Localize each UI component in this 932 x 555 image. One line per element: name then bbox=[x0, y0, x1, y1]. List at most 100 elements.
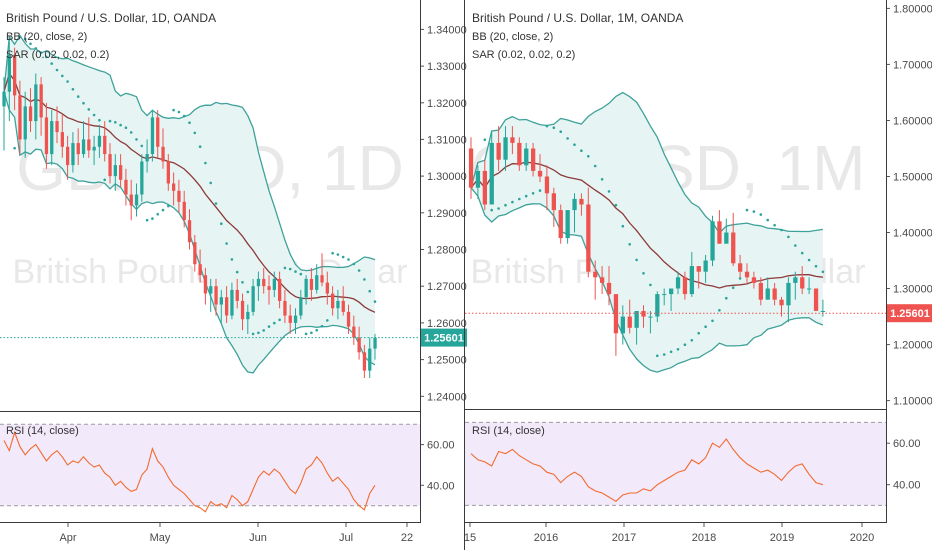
monthly-candle[interactable] bbox=[731, 212, 736, 267]
daily-candle[interactable] bbox=[325, 271, 329, 305]
monthly-rsi-label[interactable]: RSI (14, close) bbox=[472, 425, 545, 437]
daily-indicator-sar[interactable]: SAR (0.02, 0.02, 0.2) bbox=[6, 49, 109, 61]
monthly-candle[interactable] bbox=[475, 165, 481, 199]
monthly-candle[interactable] bbox=[544, 165, 550, 211]
monthly-candle[interactable] bbox=[765, 277, 770, 300]
monthly-candle[interactable] bbox=[517, 137, 522, 171]
monthly-candle[interactable] bbox=[662, 288, 667, 306]
daily-candle[interactable] bbox=[288, 304, 292, 334]
monthly-candle[interactable] bbox=[634, 311, 639, 345]
daily-candle[interactable] bbox=[177, 179, 181, 213]
daily-candle[interactable] bbox=[246, 304, 250, 334]
daily-candle[interactable] bbox=[304, 275, 308, 305]
daily-candle[interactable] bbox=[283, 289, 287, 323]
daily-candle[interactable] bbox=[320, 253, 324, 287]
daily-candle[interactable] bbox=[60, 113, 64, 158]
daily-candle[interactable] bbox=[76, 128, 80, 166]
monthly-candle[interactable] bbox=[696, 266, 701, 289]
monthly-indicator-sar[interactable]: SAR (0.02, 0.02, 0.2) bbox=[472, 49, 575, 61]
monthly-candle[interactable] bbox=[531, 142, 536, 177]
monthly-candle[interactable] bbox=[489, 131, 494, 205]
monthly-candle[interactable] bbox=[655, 291, 660, 323]
monthly-candle[interactable] bbox=[537, 154, 543, 183]
monthly-candle[interactable] bbox=[579, 193, 584, 216]
daily-candle[interactable] bbox=[198, 249, 202, 283]
daily-candle[interactable] bbox=[97, 124, 102, 158]
daily-candle[interactable] bbox=[34, 73, 38, 140]
daily-candle[interactable] bbox=[145, 139, 149, 173]
daily-candle[interactable] bbox=[108, 143, 112, 184]
monthly-candle[interactable] bbox=[572, 193, 577, 233]
daily-candle[interactable] bbox=[336, 289, 340, 320]
monthly-candle[interactable] bbox=[648, 311, 653, 334]
monthly-candle[interactable] bbox=[468, 137, 474, 199]
daily-candle[interactable] bbox=[7, 36, 11, 122]
daily-candle[interactable] bbox=[134, 183, 139, 217]
monthly-candle[interactable] bbox=[786, 277, 791, 323]
daily-candle[interactable] bbox=[341, 286, 345, 316]
monthly-candle[interactable] bbox=[710, 215, 715, 267]
daily-chart-panel[interactable]: GBPUSD, 1D British Pound / U.S. Dollar 1… bbox=[0, 11, 467, 544]
daily-candle[interactable] bbox=[225, 286, 229, 323]
daily-candle[interactable] bbox=[55, 106, 59, 144]
daily-candle[interactable] bbox=[299, 289, 303, 320]
daily-candle[interactable] bbox=[251, 278, 255, 316]
daily-candle[interactable] bbox=[219, 289, 223, 323]
monthly-indicator-bb[interactable]: BB (20, close, 2) bbox=[472, 31, 553, 43]
daily-candle[interactable] bbox=[81, 121, 86, 158]
monthly-candle[interactable] bbox=[689, 252, 694, 297]
monthly-candle[interactable] bbox=[724, 218, 729, 244]
monthly-candle[interactable] bbox=[641, 305, 646, 328]
daily-candle[interactable] bbox=[2, 77, 6, 151]
daily-candle[interactable] bbox=[13, 47, 17, 111]
daily-candle[interactable] bbox=[309, 267, 314, 301]
daily-candle[interactable] bbox=[331, 286, 335, 316]
monthly-candle[interactable] bbox=[593, 260, 598, 300]
daily-candle[interactable] bbox=[267, 275, 271, 305]
daily-candle[interactable] bbox=[357, 326, 361, 360]
monthly-candle[interactable] bbox=[807, 277, 812, 295]
daily-candle[interactable] bbox=[203, 267, 208, 305]
daily-candle[interactable] bbox=[352, 315, 356, 345]
daily-candle[interactable] bbox=[156, 110, 160, 158]
monthly-candle[interactable] bbox=[758, 277, 763, 306]
monthly-chart-panel[interactable]: GBPUSD, 1M British Pound / U.S. Dollar 1… bbox=[464, 3, 932, 544]
daily-candle[interactable] bbox=[172, 172, 176, 206]
monthly-candle[interactable] bbox=[793, 271, 798, 300]
daily-candle[interactable] bbox=[18, 80, 22, 155]
monthly-candle[interactable] bbox=[565, 210, 570, 244]
monthly-candle[interactable] bbox=[800, 266, 805, 295]
daily-candle[interactable] bbox=[362, 344, 367, 378]
daily-candle[interactable] bbox=[92, 135, 96, 166]
monthly-candle[interactable] bbox=[482, 159, 487, 211]
daily-candle[interactable] bbox=[23, 91, 27, 158]
daily-candle[interactable] bbox=[28, 88, 33, 133]
monthly-candle[interactable] bbox=[703, 254, 708, 283]
daily-candle[interactable] bbox=[124, 168, 128, 206]
monthly-candle[interactable] bbox=[813, 288, 819, 312]
daily-candle[interactable] bbox=[187, 209, 192, 250]
daily-candle[interactable] bbox=[44, 102, 49, 169]
monthly-candle[interactable] bbox=[772, 282, 777, 306]
daily-candle[interactable] bbox=[71, 132, 75, 173]
monthly-candle[interactable] bbox=[586, 187, 591, 278]
daily-candle[interactable] bbox=[230, 282, 234, 320]
monthly-candle[interactable] bbox=[744, 263, 750, 283]
monthly-candle[interactable] bbox=[551, 187, 556, 227]
daily-candle[interactable] bbox=[87, 117, 91, 158]
daily-candle[interactable] bbox=[119, 154, 123, 188]
daily-candle[interactable] bbox=[140, 154, 144, 202]
monthly-candle[interactable] bbox=[496, 126, 501, 171]
daily-rsi-label[interactable]: RSI (14, close) bbox=[6, 425, 79, 437]
daily-candle[interactable] bbox=[182, 190, 186, 228]
daily-candle[interactable] bbox=[66, 135, 70, 180]
daily-candle[interactable] bbox=[161, 128, 165, 169]
daily-candle[interactable] bbox=[39, 77, 43, 136]
daily-candle[interactable] bbox=[235, 278, 239, 309]
daily-indicator-bb[interactable]: BB (20, close, 2) bbox=[6, 31, 87, 43]
daily-candle[interactable] bbox=[150, 110, 155, 162]
daily-candle[interactable] bbox=[373, 333, 377, 360]
daily-candle[interactable] bbox=[193, 234, 197, 272]
daily-candle[interactable] bbox=[272, 271, 276, 298]
monthly-candle[interactable] bbox=[682, 271, 688, 300]
